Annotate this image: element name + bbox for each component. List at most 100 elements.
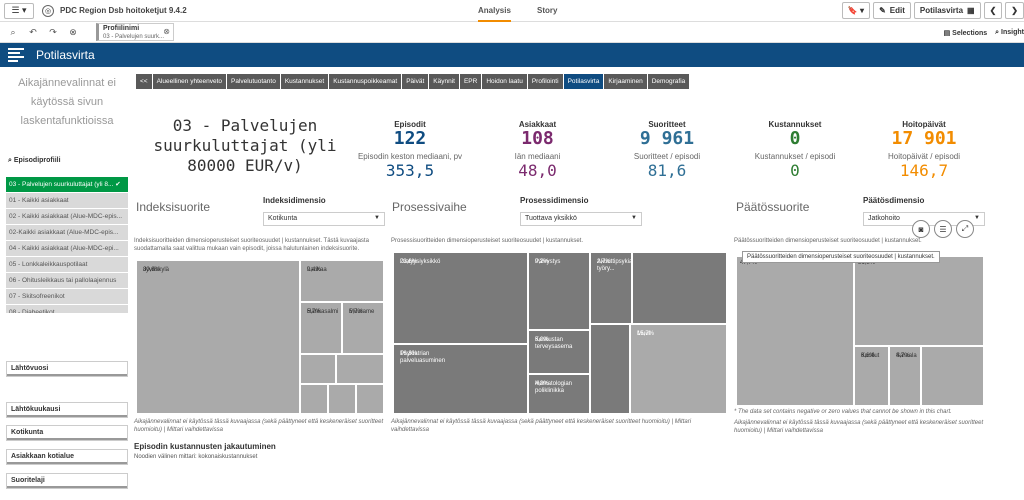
tab-yhteenveto[interactable]: Alueellinen yhteenveto bbox=[152, 74, 227, 89]
step-forward-icon[interactable]: ↷ bbox=[49, 26, 57, 37]
list-item[interactable]: 02-Kaikki asiakkaat (Alue-MDC-epis... bbox=[6, 225, 128, 241]
prev-sheet-button[interactable]: ❮ bbox=[983, 2, 1003, 19]
sheet-header: Potilasvirta bbox=[0, 43, 1024, 67]
treemap-cell[interactable] bbox=[921, 346, 984, 406]
treemap-cell[interactable]: Hankasalmi 5,7% bbox=[300, 302, 342, 354]
grid-icon: ▦ bbox=[967, 6, 975, 15]
treemap-cell[interactable]: Keskustan terveysasema 5,0% bbox=[528, 330, 590, 374]
bookmark-icon: 🔖 ▾ bbox=[847, 6, 865, 15]
list-item[interactable]: 04 - Kaikki asiakkaat (Alue-MDC-epi... bbox=[6, 241, 128, 257]
chevron-down-icon: ▼ bbox=[374, 215, 380, 221]
treemap-cell[interactable]: 47,7% bbox=[736, 256, 854, 406]
selections-button[interactable]: ▤ Selections bbox=[943, 29, 988, 37]
list-item[interactable]: 03 - Palvelujen suurkuluttajat (yli 8...… bbox=[6, 177, 128, 193]
insights-button[interactable]: ⌕ Insight bbox=[995, 28, 1024, 36]
list-item[interactable]: 02 - Kaikki asiakkaat (Alue-MDC-epis... bbox=[6, 209, 128, 225]
camera-icon[interactable]: ◙ bbox=[912, 220, 930, 238]
tab-kustannuspoikkeamat[interactable]: Kustannuspoikkeamat bbox=[329, 74, 402, 89]
tab-analysis[interactable]: Analysis bbox=[478, 0, 511, 22]
index-note: Aikajännevalinnat ei käytössä tässä kuva… bbox=[134, 419, 384, 433]
smart-search-icon[interactable]: ⌕ bbox=[10, 26, 16, 37]
treemap-cell[interactable]: Akuuttipsykiatrian työry...2,7% bbox=[590, 252, 632, 324]
process-treemap[interactable]: Dialyysiyksikkö 23,6% Psykiatrian palvelu… bbox=[393, 252, 727, 414]
app-icon: ◎ bbox=[42, 4, 54, 17]
sheet-selector[interactable]: Potilasvirta ▦ bbox=[913, 2, 981, 19]
treemap-cell[interactable]: Saraala 4,7% bbox=[889, 346, 921, 406]
logo-icon bbox=[8, 47, 26, 63]
tab-kaynnit[interactable]: Käynnit bbox=[429, 74, 459, 89]
tab-demografia[interactable]: Demografia bbox=[647, 74, 690, 89]
list-item[interactable]: 01 - Kaikki asiakkaat bbox=[6, 193, 128, 209]
treemap-cell[interactable]: Muurame 5,7% bbox=[342, 302, 384, 354]
filter-title: ⌕ Episodiprofiili bbox=[8, 157, 61, 164]
treemap-cell[interactable]: 31,8% bbox=[854, 256, 984, 346]
end-dim-label: Päätösdimensio bbox=[863, 196, 925, 205]
tab-profilointi[interactable]: Profilointi bbox=[527, 74, 563, 89]
time-range-note: Aikajännevalinnat ei käytössä sivun lask… bbox=[18, 77, 116, 127]
cost-distribution-subtitle: Noodien välinen mittari: kokonaiskustann… bbox=[134, 454, 258, 460]
selection-chip[interactable]: Profiilinimi 03 - Palvelujen suurk... ⊗ bbox=[96, 23, 174, 41]
next-sheet-button[interactable]: ❯ bbox=[1005, 2, 1024, 19]
end-desc: Päätössuoritteiden dimensioperusteiset s… bbox=[734, 238, 922, 244]
tab-back[interactable]: << bbox=[136, 74, 152, 89]
filter-suoritelaji[interactable]: Suoritelaji bbox=[6, 473, 128, 489]
filter-kotikunta[interactable]: Kotikunta bbox=[6, 425, 128, 441]
close-icon[interactable]: ⊗ bbox=[163, 27, 170, 36]
process-dim-select[interactable]: Tuottava yksikkö ▼ bbox=[520, 212, 642, 226]
profile-title: 03 - Palvelujen suurkuluttajat (yli 8000… bbox=[153, 116, 337, 175]
list-item[interactable]: 07 - Skitsofreenikot bbox=[6, 289, 128, 305]
chevron-down-icon: ▼ bbox=[974, 215, 980, 221]
end-treemap[interactable]: 47,7% 31,8% Kuollut 6,6% Saraala 4,7% bbox=[736, 256, 984, 406]
tab-kirjaaminen[interactable]: Kirjaaminen bbox=[604, 74, 647, 89]
chevron-left-icon: ❮ bbox=[989, 6, 997, 15]
index-desc: Indeksisuoritteiden dimensioperusteiset … bbox=[134, 238, 369, 252]
treemap-cell[interactable] bbox=[336, 354, 384, 384]
treemap-cell[interactable]: Muut 15,7% bbox=[630, 324, 727, 414]
treemap-cell[interactable]: Hematologian poliklinikka 4,3% bbox=[528, 374, 590, 414]
filter-lahtovuosi[interactable]: Lähtövuosi bbox=[6, 361, 128, 377]
tab-potilasvirta[interactable]: Potilasvirta bbox=[563, 74, 604, 89]
tab-paivat[interactable]: Päivät bbox=[402, 74, 429, 89]
tab-kustannukset[interactable]: Kustannukset bbox=[280, 74, 329, 89]
expand-icon[interactable]: ⤢ bbox=[956, 220, 974, 238]
menu-button[interactable]: ☰ ▾ bbox=[4, 2, 34, 19]
treemap-cell[interactable] bbox=[300, 384, 328, 414]
sheet-title: Potilasvirta bbox=[36, 48, 95, 62]
chart-tooltip: Päätössuoritteiden dimensioperusteiset s… bbox=[742, 251, 940, 263]
list-item[interactable]: 05 - Lonkkaleikkauspotilaat bbox=[6, 257, 128, 273]
filter-list[interactable]: 03 - Palvelujen suurkuluttajat (yli 8...… bbox=[6, 177, 128, 313]
clear-selections-icon[interactable]: ⊗ bbox=[69, 26, 77, 37]
index-dim-select[interactable]: Kotikunta ▼ bbox=[263, 212, 385, 226]
chart-hover-tools: ◙ ☰ ⤢ bbox=[912, 220, 974, 238]
kpi-asiakkaat: Asiakkaat 108 Iän mediaani 48,0 bbox=[514, 120, 561, 180]
settings-icon[interactable]: ☰ bbox=[934, 220, 952, 238]
treemap-cell[interactable] bbox=[632, 252, 727, 324]
treemap-cell[interactable]: Laukaa 9,4% bbox=[300, 260, 384, 302]
edit-button[interactable]: ✎ Edit bbox=[873, 2, 911, 19]
treemap-cell[interactable] bbox=[356, 384, 384, 414]
treemap-cell[interactable]: Psykiatrian palveluasuminen 16,8% bbox=[393, 344, 528, 414]
treemap-cell[interactable] bbox=[328, 384, 356, 414]
tab-palvelutuotanto[interactable]: Palvelutuotanto bbox=[227, 74, 280, 89]
treemap-label: 47,7% bbox=[740, 260, 758, 266]
end-section-title: Päätössuorite bbox=[736, 200, 810, 214]
chevron-down-icon: ▼ bbox=[631, 215, 637, 221]
tab-epr[interactable]: EPR bbox=[459, 74, 482, 89]
list-item[interactable]: 08 - Diabeetikot bbox=[6, 305, 128, 313]
treemap-cell[interactable]: Dialyysiyksikkö 23,6% bbox=[393, 252, 528, 344]
bookmark-button[interactable]: 🔖 ▾ bbox=[841, 2, 871, 19]
filter-kotialue[interactable]: Asiakkaan kotialue bbox=[6, 449, 128, 465]
filter-lahtokuukausi[interactable]: Lähtökuukausi bbox=[6, 402, 128, 418]
list-item[interactable]: 06 - Ohitusleikkaus tai pallolaajennus bbox=[6, 273, 128, 289]
step-back-icon[interactable]: ↶ bbox=[29, 26, 37, 37]
tab-story[interactable]: Story bbox=[537, 6, 558, 15]
index-section-title: Indeksisuorite bbox=[136, 200, 211, 214]
treemap-cell[interactable]: Jyväskylä 80,8% bbox=[136, 260, 300, 414]
tab-hoidon-laatu[interactable]: Hoidon laatu bbox=[482, 74, 527, 89]
end-note: Aikajännevalinnat ei käytössä tässä kuva… bbox=[734, 420, 984, 434]
treemap-cell[interactable] bbox=[590, 324, 630, 414]
treemap-cell[interactable]: Päivystys 9,2% bbox=[528, 252, 590, 330]
treemap-cell[interactable] bbox=[300, 354, 336, 384]
index-treemap[interactable]: Jyväskylä 80,8% Laukaa 9,4% Hankasalmi 5,7%… bbox=[136, 260, 384, 414]
treemap-cell[interactable]: Kuollut 6,6% bbox=[854, 346, 889, 406]
